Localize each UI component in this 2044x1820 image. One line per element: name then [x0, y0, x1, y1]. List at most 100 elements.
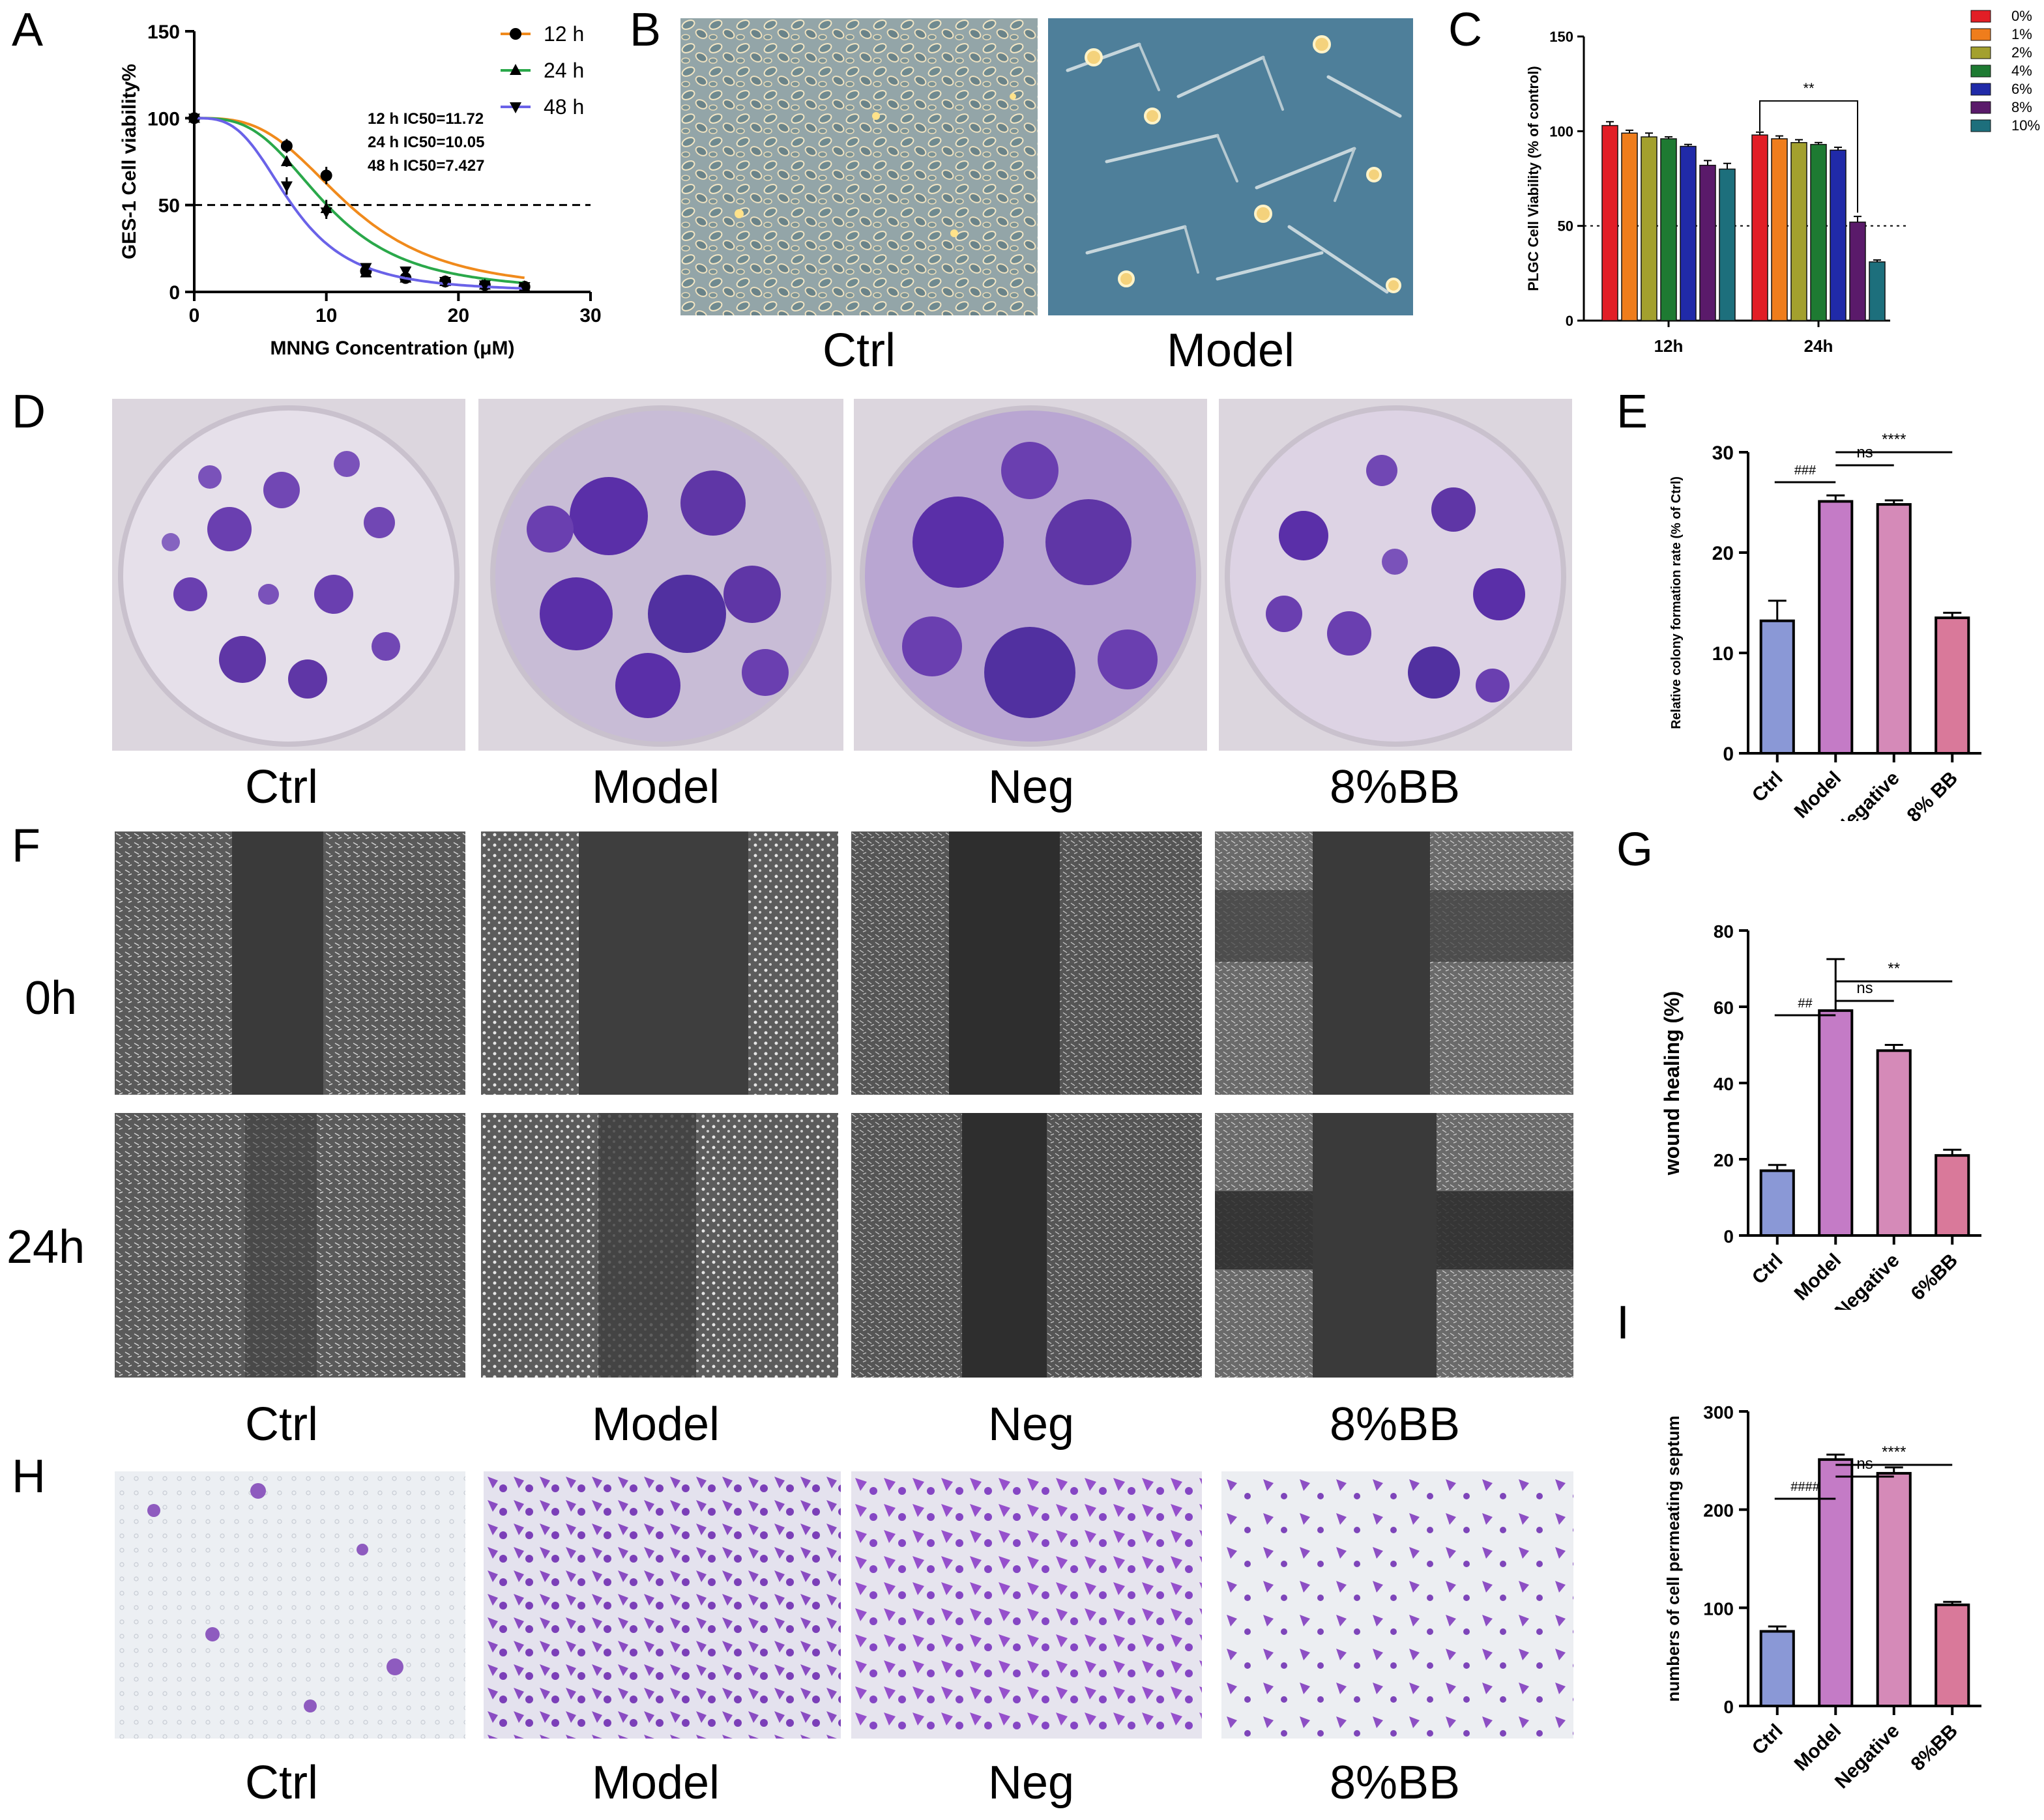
caption-d-8bb: 8%BB [1329, 761, 1461, 813]
c-bar [1810, 143, 1827, 321]
i-significance-label: #### [1790, 1480, 1820, 1494]
c-bar [1790, 142, 1807, 321]
i-bar [1876, 1471, 1912, 1707]
chart-i-transwell: 0 100 200 300 numbers of cell permeating sep… [1663, 1402, 1981, 1793]
c-legend-label: 1% [2011, 26, 2032, 42]
a-legend-label: 48 h [544, 95, 584, 119]
c-legend-swatch [1970, 10, 1991, 23]
c-significance-label: ** [1803, 80, 1815, 96]
a-x-tick-label: 20 [448, 305, 469, 326]
a-point [518, 282, 531, 293]
micrograph-b-model [1048, 18, 1413, 315]
cells-h-ctrl [115, 1471, 465, 1739]
colonies-d-model [490, 405, 832, 747]
c-legend-swatch [1970, 101, 1991, 114]
colonies-d-ctrl [118, 405, 460, 747]
c-bar [1601, 124, 1618, 321]
a-point [188, 113, 200, 125]
wound-f-8bb-24h [1215, 1113, 1573, 1378]
c-bar [1849, 222, 1866, 321]
c-bar [1699, 164, 1716, 321]
a-annotation: 24 h IC50=10.05 [368, 134, 484, 151]
caption-f-8bb: 8%BB [1329, 1398, 1461, 1451]
caption-h-ctrl: Ctrl [245, 1757, 318, 1809]
a-y-tick-label: 50 [158, 195, 180, 217]
row-label-f-0h: 0h [25, 972, 78, 1024]
g-bar [1818, 1009, 1854, 1237]
c-y-tick-label: 100 [1549, 123, 1573, 139]
i-y-tick-label: 200 [1703, 1501, 1734, 1521]
a-y-label: GES-1 Cell viability% [119, 64, 140, 259]
c-legend-label: 0% [2011, 8, 2032, 24]
wound-img-f-ctrl-0h [115, 831, 465, 1095]
g-x-tick-label: Model [1790, 1250, 1846, 1305]
wound-f-ctrl-24h [115, 1113, 465, 1378]
g-y-tick-label: 40 [1714, 1074, 1734, 1094]
c-y-label: PLGC Cell Viability (% of control) [1525, 66, 1541, 291]
i-y-label: numbers of cell permeating septum [1663, 1415, 1683, 1701]
transwell-h-neg [851, 1471, 1202, 1739]
e-y-tick-label: 30 [1712, 442, 1734, 464]
a-point [439, 277, 452, 288]
panel-label-d: D [12, 386, 46, 438]
panel-label-b: B [630, 4, 662, 56]
panel-label-i: I [1616, 1297, 1630, 1349]
e-bar [1876, 503, 1912, 755]
a-fit-curve [194, 117, 525, 285]
a-annotation: 12 h IC50=11.72 [368, 110, 484, 128]
cells-h-model [484, 1471, 841, 1739]
g-x-tick-label: Negative [1831, 1250, 1904, 1310]
g-y-tick-label: 20 [1714, 1150, 1734, 1170]
a-point [280, 181, 293, 193]
g-bar [1759, 1169, 1795, 1237]
panel-label-g: G [1616, 824, 1654, 876]
c-legend-swatch [1970, 83, 1991, 96]
a-legend-label: 12 h [544, 22, 584, 46]
c-x-tick-label: 24h [1804, 336, 1833, 356]
c-legend-swatch [1970, 28, 1991, 41]
caption-b-ctrl: Ctrl [823, 325, 896, 377]
panel-label-a: A [12, 4, 44, 56]
c-legend-label: 6% [2011, 81, 2032, 97]
g-y-tick-label: 0 [1723, 1226, 1734, 1247]
panel-label-h: H [12, 1451, 46, 1503]
a-x-label: MNNG Concentration (μM) [270, 338, 515, 359]
g-x-tick-label: Ctrl [1748, 1250, 1787, 1289]
c-bar [1660, 138, 1677, 321]
chart-c-plgc-viability: 0 50 100 150 PLGC Cell Viability (% of contr… [1525, 8, 2040, 356]
a-point [360, 263, 372, 274]
i-y-tick-label: 300 [1703, 1402, 1734, 1423]
caption-h-model: Model [591, 1757, 720, 1809]
wound-f-model-0h [481, 831, 838, 1095]
transwell-h-model [484, 1471, 841, 1739]
wound-img-f-neg-0h [851, 831, 1202, 1095]
row-label-f-24h: 24h [7, 1221, 85, 1273]
chart-g-wound-healing: 0 20 40 60 80 wound healing (%) Ctrl ModelNegat… [1660, 921, 1981, 1310]
c-y-tick-label: 50 [1558, 218, 1573, 235]
a-legend-label: 24 h [544, 59, 584, 82]
a-y-tick-label: 150 [147, 22, 180, 43]
plate-d-8bb [1219, 399, 1572, 751]
wound-img-f-neg-24h [851, 1113, 1202, 1378]
caption-d-neg: Neg [987, 761, 1075, 813]
transwell-h-ctrl [115, 1471, 465, 1739]
c-legend-swatch [1970, 46, 1991, 59]
chart-a-dose-response: 0 50 100 150 0 10 20 30 MNNG Concentration (μM) G… [119, 22, 602, 359]
a-y-tick-label: 0 [169, 282, 180, 304]
a-point [280, 155, 293, 166]
transwell-h-8bb [1221, 1471, 1573, 1739]
a-point [400, 267, 412, 278]
i-bar [1934, 1603, 1970, 1707]
c-bar [1680, 145, 1697, 321]
c-significance-bracket [1759, 100, 1858, 213]
panel-label-f: F [12, 820, 40, 872]
e-y-tick-label: 10 [1712, 643, 1734, 665]
wound-f-neg-0h [851, 831, 1202, 1095]
e-y-tick-label: 0 [1723, 744, 1734, 765]
cells-h-8bb [1221, 1471, 1573, 1739]
g-significance-label: ## [1798, 996, 1813, 1011]
i-bar [1759, 1630, 1795, 1708]
i-x-tick-label: Ctrl [1748, 1720, 1787, 1759]
a-fit-curve [194, 117, 525, 280]
e-bar [1818, 500, 1854, 755]
